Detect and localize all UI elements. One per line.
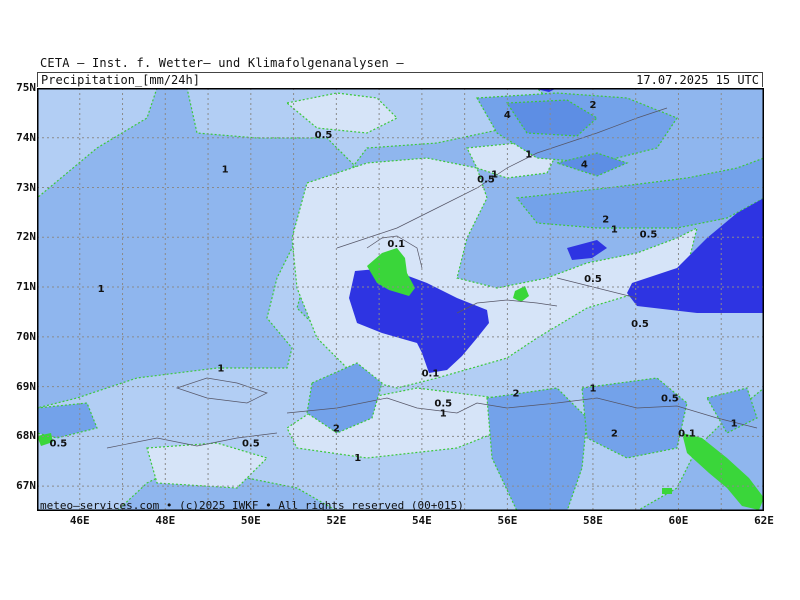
lon-tick-label: 60E (668, 514, 689, 527)
lon-tick-label: 46E (69, 514, 90, 527)
contour-label: 1 (491, 170, 498, 181)
parameter-label: Precipitation_[mm/24h] (41, 73, 200, 87)
contour-label: 0.1 (422, 369, 440, 380)
credit-line: meteo—services.com • (c)2025 IWKF • All … (40, 499, 464, 512)
contour-label: 0.5 (640, 229, 658, 240)
contour-label: 4 (504, 110, 511, 121)
lat-tick-label: 72N (16, 230, 36, 244)
contour-label: 2 (512, 389, 519, 400)
precip-4-areas (505, 99, 629, 177)
contour-label: 2 (333, 423, 340, 434)
contour-label: 0.5 (50, 438, 68, 449)
lat-tick-label: 69N (16, 379, 36, 393)
lat-tick-label: 74N (16, 130, 36, 144)
lon-tick-label: 48E (155, 514, 176, 527)
contour-label: 0.5 (661, 394, 679, 405)
precip-heavy-areas (349, 88, 764, 373)
contour-label: 0.5 (315, 130, 333, 141)
contour-label: 0.5 (631, 319, 649, 330)
lon-tick-label: 54E (411, 514, 432, 527)
contour-label: 0.5 (242, 438, 260, 449)
contour-label: 0.5 (584, 274, 602, 285)
graticule (37, 88, 764, 511)
map-frame (37, 88, 764, 511)
header-bar: Precipitation_[mm/24h] 17.07.2025 15 UTC (37, 72, 763, 87)
lat-tick-label: 71N (16, 280, 36, 294)
lon-tick-label: 52E (326, 514, 347, 527)
lon-tick-label: 50E (240, 514, 261, 527)
precip-05-areas (37, 88, 764, 511)
contour-label: 2 (589, 100, 596, 111)
contour-label: 1 (611, 224, 618, 235)
lon-tick-label: 62E (754, 514, 774, 527)
contour-label: 2 (611, 428, 618, 439)
precipitation-map[interactable]: 0.5 1 1 0.1 4 2 1 4 0.5 1 2 1 0.5 0.5 0.5 1 0.1 0.5 1 2 0.5 1… (37, 88, 764, 511)
chart-title: CETA — Inst. f. Wetter— und Klimafolgena… (40, 56, 404, 70)
lon-tick-label: 56E (497, 514, 518, 527)
lat-tick-label: 75N (16, 81, 36, 94)
contour-label: 0.5 (477, 175, 495, 186)
contour-label: 1 (222, 165, 229, 176)
contour-label: 2 (602, 214, 609, 225)
lat-tick-label: 70N (16, 329, 36, 343)
lon-tick-label: 58E (583, 514, 603, 527)
contour-label: 1 (589, 384, 596, 395)
contour-label: 4 (581, 160, 588, 171)
lat-tick-label: 68N (16, 429, 36, 443)
contour-label: 1 (98, 284, 105, 295)
contour-label: 1 (440, 408, 447, 419)
contour-label: 1 (354, 453, 361, 464)
contour-label: 1 (525, 150, 532, 161)
contour-label: 0.5 (434, 398, 452, 409)
contour-label: 1 (217, 364, 224, 375)
contour-label: 1 (731, 418, 738, 429)
contour-label: 0.1 (387, 239, 405, 250)
lat-tick-label: 73N (16, 180, 36, 194)
contour-label: 0.1 (678, 428, 696, 439)
lat-tick-label: 67N (16, 479, 36, 493)
valid-time: 17.07.2025 15 UTC (636, 73, 759, 87)
